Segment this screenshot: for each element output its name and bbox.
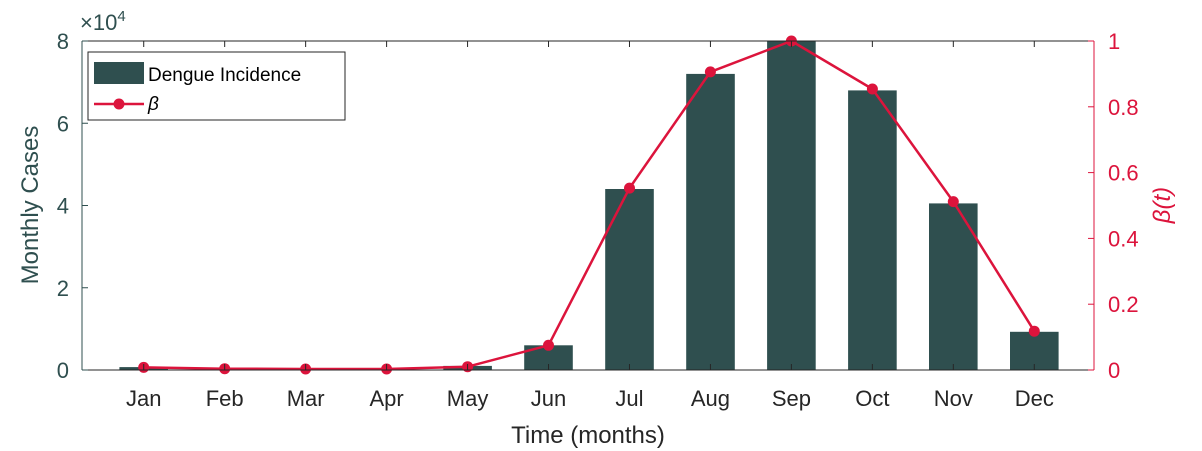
bar-sep xyxy=(767,41,816,370)
bar-dec xyxy=(1010,331,1059,370)
x-tick-label-aug: Aug xyxy=(691,386,730,411)
left-y-tick-label: 0 xyxy=(57,358,69,383)
right-y-tick-label: 1 xyxy=(1108,29,1120,54)
x-tick-label-oct: Oct xyxy=(855,386,889,411)
right-y-tick-label: 0.8 xyxy=(1108,95,1139,120)
right-y-tick-label: 0.2 xyxy=(1108,292,1139,317)
x-tick-label-jan: Jan xyxy=(126,386,161,411)
legend-line-marker xyxy=(113,98,125,110)
left-axis-multiplier-exponent: 4 xyxy=(117,8,125,25)
x-tick-label-mar: Mar xyxy=(287,386,325,411)
bar-jul xyxy=(605,189,654,370)
x-tick-label-jul: Jul xyxy=(615,386,643,411)
right-y-tick-label: 0.4 xyxy=(1108,226,1139,251)
legend-bar-swatch xyxy=(94,62,144,84)
beta-point-jun xyxy=(543,339,554,351)
right-y-tick-label: 0 xyxy=(1108,358,1120,383)
right-y-axis-label: β(t) xyxy=(1149,187,1176,224)
x-tick-label-jun: Jun xyxy=(531,386,566,411)
x-axis-ticks: Jan Feb Mar Apr May Jun Jul Aug Sep Oct Nov Dec xyxy=(126,41,1054,411)
x-tick-label-dec: Dec xyxy=(1015,386,1054,411)
left-y-tick-label: 8 xyxy=(57,29,69,54)
legend-bar-label: Dengue Incidence xyxy=(148,65,301,86)
bar-oct xyxy=(848,90,897,371)
beta-point-nov xyxy=(947,196,959,208)
x-tick-label-apr: Apr xyxy=(369,386,403,411)
beta-point-jul xyxy=(624,182,635,194)
x-tick-label-sep: Sep xyxy=(772,386,811,411)
x-tick-label-feb: Feb xyxy=(206,386,244,411)
left-y-tick-label: 6 xyxy=(57,111,69,136)
right-y-axis-ticks: 0 0.2 0.4 0.6 0.8 1 xyxy=(1088,29,1139,383)
left-axis-multiplier: ×104 xyxy=(80,8,126,35)
x-tick-label-may: May xyxy=(447,386,489,411)
beta-point-dec xyxy=(1028,325,1040,337)
bar-aug xyxy=(686,73,735,371)
x-tick-label-nov: Nov xyxy=(934,386,973,411)
legend-line-label: β xyxy=(147,94,159,115)
left-axis-multiplier-base: ×10 xyxy=(80,10,117,35)
beta-point-oct xyxy=(866,83,878,95)
left-y-axis-label: Monthly Cases xyxy=(17,126,44,285)
beta-point-aug xyxy=(704,66,716,78)
legend: Dengue Incidence β xyxy=(87,51,346,121)
left-y-tick-label: 4 xyxy=(57,194,69,219)
left-y-tick-label: 2 xyxy=(57,276,69,301)
right-y-tick-label: 0.6 xyxy=(1108,161,1139,186)
x-axis-label: Time (months) xyxy=(511,422,665,449)
left-y-axis-ticks: 0 2 4 6 8 xyxy=(57,29,88,383)
bar-nov xyxy=(929,203,978,370)
bar-series xyxy=(119,41,1059,371)
beta-line xyxy=(143,39,1036,371)
